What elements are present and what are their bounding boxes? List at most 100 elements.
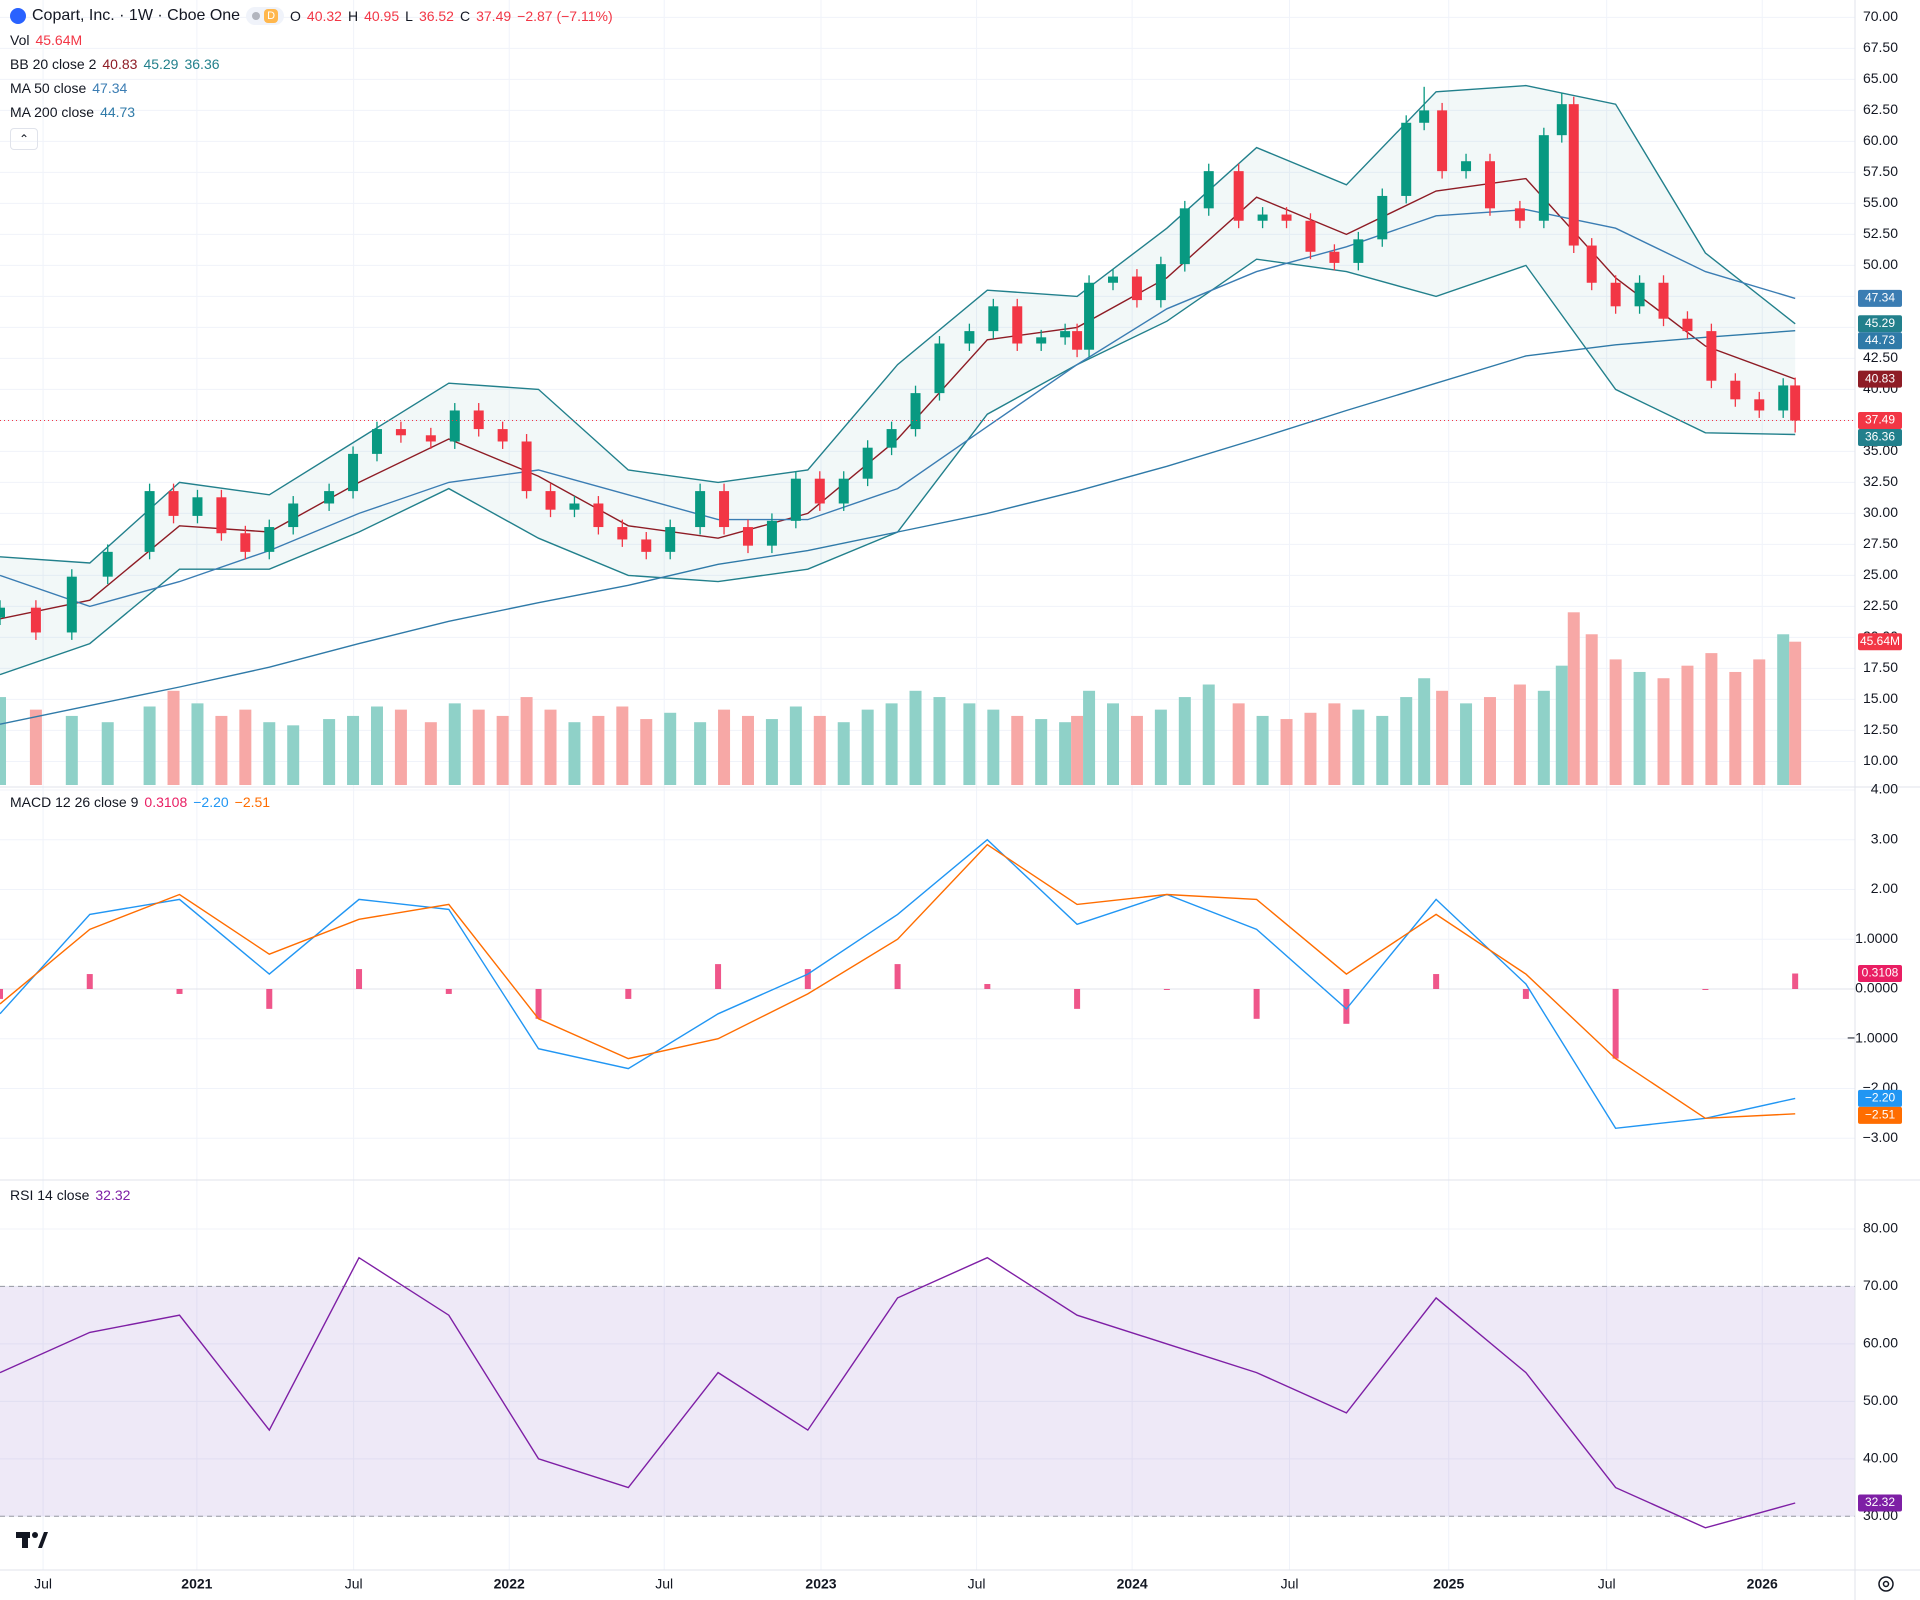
- candle-body: [348, 453, 359, 492]
- ohlc-key: C: [459, 8, 471, 24]
- ma200-legend[interactable]: MA 200 close 44.73: [10, 100, 613, 124]
- price-badge: [1858, 429, 1902, 447]
- candle-body: [1281, 214, 1292, 221]
- x-tick-label: 2024: [1117, 1576, 1148, 1592]
- macd-histogram-bar: [1612, 988, 1619, 1059]
- indicator-name: Vol: [10, 32, 30, 48]
- symbol-title[interactable]: Copart, Inc. · 1W · Cboe One: [32, 7, 241, 24]
- macd-histogram-bar: [1702, 988, 1709, 990]
- macd-legend[interactable]: MACD 12 26 close 9 0.3108 −2.20 −2.51: [10, 790, 270, 814]
- ma50-legend[interactable]: MA 50 close 47.34: [10, 76, 613, 100]
- candle-body: [1730, 380, 1741, 400]
- y-tick-label: 70.00: [1863, 8, 1898, 24]
- price-badge-label: 37.49: [1865, 413, 1895, 427]
- candle-body: [264, 527, 275, 552]
- candle-body: [1108, 276, 1118, 283]
- candle-body: [934, 343, 945, 394]
- x-tick-label: Jul: [1598, 1576, 1616, 1592]
- y-tick-label: 4.00: [1871, 781, 1898, 797]
- volume-bar: [1567, 612, 1580, 785]
- volume-bar: [1729, 671, 1742, 785]
- y-tick-label: 3.00: [1871, 830, 1898, 846]
- settings-button[interactable]: [1878, 1576, 1894, 1592]
- volume-bar: [568, 722, 581, 785]
- volume-bar: [394, 709, 407, 785]
- indicator-value: −2.51: [234, 794, 271, 810]
- macd-histogram-bar: [894, 964, 901, 989]
- candle-body: [1634, 282, 1645, 307]
- bb-legend[interactable]: BB 20 close 2 40.83 45.29 36.36: [10, 52, 613, 76]
- collapse-legend-button[interactable]: ⌃: [10, 128, 38, 150]
- volume-bar: [963, 703, 976, 785]
- candle-body: [1778, 385, 1789, 411]
- macd-histogram-bar: [984, 984, 991, 989]
- macd-histogram-bar: [715, 964, 722, 989]
- candle-body: [1305, 220, 1316, 252]
- x-tick-label: Jul: [968, 1576, 986, 1592]
- volume-bar: [1328, 703, 1341, 785]
- price-badge: [1858, 370, 1902, 388]
- macd-histogram-bar: [1074, 988, 1081, 1009]
- volume-bar: [287, 725, 300, 785]
- candle-body: [766, 520, 777, 546]
- candle-body: [168, 491, 179, 516]
- y-tick-label: 2.00: [1871, 880, 1898, 896]
- macd-histogram-bar: [1163, 988, 1170, 990]
- y-tick-label: −1.0000: [1847, 1029, 1898, 1045]
- volume-bar: [1537, 690, 1550, 785]
- volume-bar: [1633, 671, 1646, 785]
- volume-bar: [592, 715, 605, 785]
- macd-row: MACD 12 26 close 9 0.3108 −2.20 −2.51: [10, 790, 270, 814]
- signal-line: [0, 843, 1796, 1120]
- candle-body: [1682, 318, 1693, 332]
- data-status[interactable]: D: [246, 7, 285, 25]
- price-badge: [1858, 1106, 1902, 1124]
- status-badge: D: [264, 9, 279, 23]
- indicator-name: MA 200 close: [10, 104, 95, 120]
- volume-bar: [1304, 712, 1317, 785]
- indicator-value: 44.73: [100, 104, 136, 120]
- volume-bar: [496, 715, 509, 785]
- bb-basis: [0, 177, 1796, 620]
- volume-bar: [215, 715, 228, 785]
- volume-bar: [1705, 653, 1718, 785]
- indicator-name: RSI 14 close: [10, 1187, 90, 1203]
- gear-icon[interactable]: [1878, 1576, 1894, 1592]
- volume-bar: [424, 722, 437, 785]
- y-tick-label: 17.50: [1863, 659, 1898, 675]
- candle-body: [964, 331, 975, 344]
- candle-body: [1658, 282, 1669, 319]
- indicator-value: 40.83: [102, 56, 138, 72]
- volume-bar: [323, 719, 336, 785]
- candle-body: [1568, 104, 1579, 246]
- volume-legend[interactable]: Vol 45.64M: [10, 28, 613, 52]
- indicator-name: MA 50 close: [10, 80, 87, 96]
- price-badge-label: 44.73: [1865, 333, 1895, 347]
- y-tick-label: 25.00: [1863, 566, 1898, 582]
- y-tick-label: 62.50: [1863, 101, 1898, 117]
- candle-body: [1353, 239, 1364, 263]
- price-change: −2.87 (−7.11%): [517, 8, 613, 24]
- moving-average: [0, 330, 1796, 725]
- volume-bar: [861, 709, 874, 785]
- y-tick-label: 12.50: [1863, 721, 1898, 737]
- price-badge: [1858, 1494, 1902, 1512]
- candle-body: [988, 306, 999, 332]
- candle-body: [192, 497, 203, 516]
- price-badge-label: −2.51: [1865, 1108, 1896, 1122]
- candle-body: [102, 551, 113, 577]
- y-tick-label: 60.00: [1863, 1335, 1898, 1351]
- candle-body: [790, 478, 801, 521]
- candle-body: [497, 429, 508, 442]
- candle-body: [425, 435, 436, 442]
- y-tick-label: 50.00: [1863, 1392, 1898, 1408]
- rsi-legend[interactable]: RSI 14 close 32.32: [10, 1183, 130, 1207]
- macd-histogram-bar: [1792, 973, 1799, 989]
- y-tick-label: 52.50: [1863, 225, 1898, 241]
- candle-body: [240, 533, 251, 552]
- volume-bar: [1753, 659, 1766, 785]
- ohlc-value: 36.52: [418, 8, 454, 24]
- x-tick-label: Jul: [1281, 1576, 1299, 1592]
